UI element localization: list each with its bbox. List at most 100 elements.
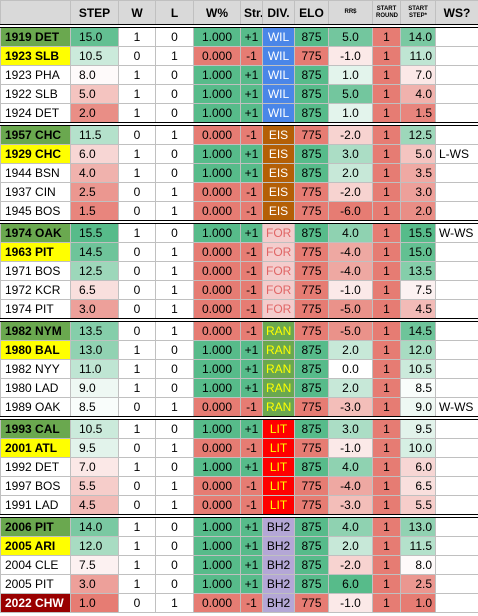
cell: LIT [262, 457, 295, 477]
cell: 875 [294, 84, 329, 104]
table-row: 1923 PHA 8.0 1 0 1.000 +1 WIL 875 1.0 1 7.0 [0, 65, 478, 85]
cell: 12.0 [70, 536, 119, 556]
cell: 0 [118, 593, 156, 613]
cell: 0 [118, 495, 156, 517]
cell: 0 [118, 438, 156, 458]
cell: 0.000 [193, 261, 241, 281]
cell: 9.0 [400, 397, 436, 419]
cell: 14.0 [70, 514, 119, 537]
cell: 1 [372, 144, 401, 164]
cell: 0 [155, 457, 194, 477]
cell: 1.000 [193, 163, 241, 183]
cell: 0.000 [193, 593, 241, 613]
cell: 6.0 [70, 144, 119, 164]
cell: 0.000 [193, 201, 241, 223]
cell: 1 [372, 593, 401, 613]
cell: BH2 [262, 593, 295, 613]
cell: 14.0 [400, 24, 436, 47]
header-row: STEP W L W% Str. DIV. ELO RR$ START ROUND START S… [0, 0, 478, 27]
cell: 1 [155, 593, 194, 613]
cell: 1.000 [193, 220, 241, 243]
cell: 9.0 [70, 378, 119, 398]
cell: -1 [240, 299, 263, 321]
cell: 0.000 [193, 182, 241, 202]
cell: 2.0 [70, 103, 119, 125]
table-row: 1971 BOS 12.5 0 1 0.000 -1 FOR 775 -4.0 1 13.5 [0, 261, 478, 281]
cell: 875 [294, 24, 329, 47]
cell: 10.5 [70, 416, 119, 439]
cell: EIS [262, 144, 295, 164]
table-row: 1982 NYY 11.0 1 0 1.000 +1 RAN 875 0.0 1 10.5 [0, 359, 478, 379]
cell: FOR [262, 242, 295, 262]
cell: 2.5 [400, 574, 436, 594]
cell: 0 [118, 46, 156, 66]
empty-cell [435, 574, 478, 594]
empty-cell [435, 476, 478, 496]
cell: 7.0 [400, 65, 436, 85]
cell: 4.0 [400, 84, 436, 104]
cell: 2.0 [328, 378, 373, 398]
cell: 1 [372, 103, 401, 125]
cell: -1 [240, 318, 263, 341]
cell: 0.000 [193, 242, 241, 262]
cell: 0.000 [193, 280, 241, 300]
cell: LIT [262, 476, 295, 496]
cell: EIS [262, 163, 295, 183]
cell: 13.0 [70, 340, 119, 360]
cell: +1 [240, 163, 263, 183]
column-header: ELO [294, 0, 329, 27]
cell: FOR [262, 220, 295, 243]
table-row: 1982 NYM 13.5 0 1 0.000 -1 RAN 775 -5.0 1 14.5 [0, 318, 478, 341]
cell: -1 [240, 46, 263, 66]
cell: 875 [294, 163, 329, 183]
cell: 875 [294, 555, 329, 575]
empty-cell [435, 280, 478, 300]
cell: 8.5 [400, 378, 436, 398]
cell: 14.5 [400, 318, 436, 341]
cell: 1.000 [193, 24, 241, 47]
empty-cell [435, 299, 478, 321]
cell: 1 [118, 457, 156, 477]
cell: 3.5 [400, 163, 436, 183]
cell: 1.0 [328, 65, 373, 85]
empty-cell [435, 495, 478, 517]
cell: -1.0 [328, 46, 373, 66]
cell: 0 [118, 476, 156, 496]
cell: 775 [294, 438, 329, 458]
cell: 1 [372, 220, 401, 243]
cell: +1 [240, 514, 263, 537]
cell: 1.000 [193, 378, 241, 398]
cell: 15.0 [70, 24, 119, 47]
cell: 5.0 [328, 24, 373, 47]
cell: 1 [155, 261, 194, 281]
empty-cell [435, 514, 478, 537]
table-row: 1997 BOS 5.5 0 1 0.000 -1 LIT 775 -4.0 1 6.5 [0, 476, 478, 496]
team-cell: 1923 PHA [0, 65, 71, 85]
team-cell: 1982 NYM [0, 318, 71, 341]
cell: -2.0 [328, 182, 373, 202]
table-row: 1974 PIT 3.0 0 1 0.000 -1 FOR 775 -5.0 1 4.5 [0, 299, 478, 321]
empty-cell [435, 122, 478, 145]
cell: 1 [118, 163, 156, 183]
cell: 1 [118, 378, 156, 398]
table-row: 1944 BSN 4.0 1 0 1.000 +1 EIS 875 2.0 1 3.5 [0, 163, 478, 183]
cell: 8.0 [400, 555, 436, 575]
cell: 0 [118, 280, 156, 300]
cell: 0 [155, 416, 194, 439]
cell: FOR [262, 280, 295, 300]
cell: 875 [294, 144, 329, 164]
team-cell: 1992 DET [0, 457, 71, 477]
cell: 11.5 [70, 122, 119, 145]
cell: +1 [240, 340, 263, 360]
cell: 1 [372, 514, 401, 537]
cell: 1 [118, 84, 156, 104]
cell: 12.5 [70, 261, 119, 281]
cell: 1 [118, 340, 156, 360]
column-header: START STEP* [400, 0, 436, 27]
cell: 0.000 [193, 299, 241, 321]
team-cell: 2004 CLE [0, 555, 71, 575]
table-row: 2004 CLE 7.5 1 0 1.000 +1 BH2 875 -2.0 1 8.0 [0, 555, 478, 575]
cell: 775 [294, 593, 329, 613]
cell: +1 [240, 555, 263, 575]
cell: 9.5 [70, 438, 119, 458]
